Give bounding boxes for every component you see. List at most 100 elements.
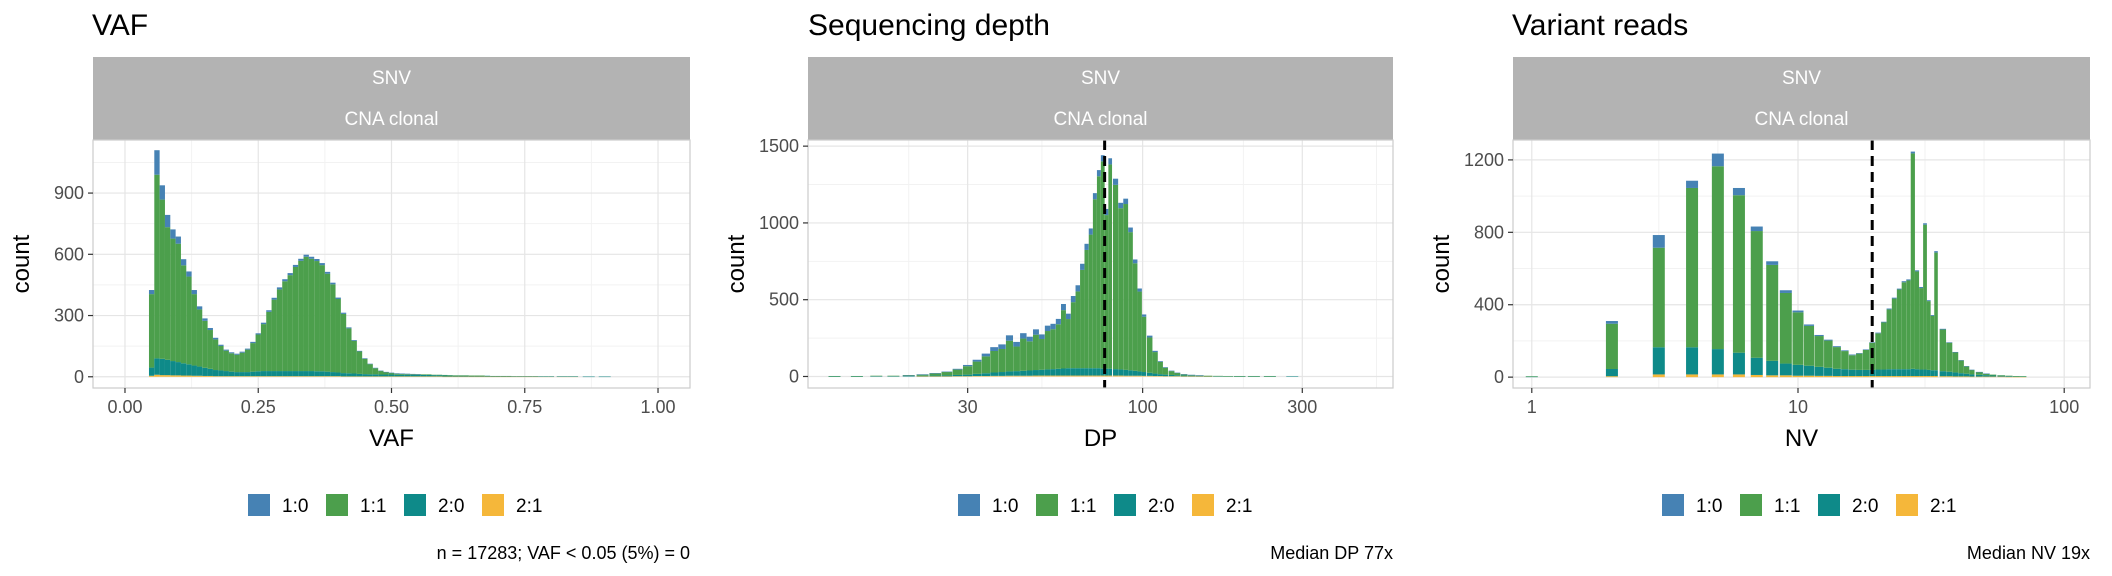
bar-2-0 (952, 374, 963, 377)
chart-panel-2: Variant reads SNV CNA clonal 0 400 800 1200 1 10… (1428, 9, 2091, 563)
legend-swatch-2-0 (404, 494, 426, 516)
x-tick-label: 30 (958, 397, 978, 417)
bar-2-0 (239, 372, 245, 377)
bar-2-1 (1901, 376, 1907, 378)
bar-2-1 (202, 375, 208, 377)
bar-1-1 (431, 374, 437, 376)
bar-2-1 (234, 376, 240, 377)
bar-2-0 (324, 371, 331, 377)
bar-2-1 (175, 375, 181, 377)
bar-1-1 (394, 373, 400, 375)
bar-1-0 (282, 279, 288, 282)
bar-1-1 (308, 258, 315, 372)
bar-2-1 (1044, 375, 1051, 377)
bar-2-0 (474, 375, 480, 377)
bar-2-0 (1061, 368, 1066, 376)
bar-2-0 (1983, 375, 1990, 377)
bar-2-0 (828, 376, 841, 377)
legend-swatch-1-1 (326, 494, 348, 516)
bar-2-1 (191, 375, 197, 377)
bar-2-1 (1930, 376, 1935, 378)
bar-2-1 (1832, 376, 1841, 378)
bar-2-0 (1174, 375, 1181, 377)
bar-1-1 (1075, 291, 1081, 369)
bar-2-1 (420, 376, 427, 377)
bar-2-0 (260, 371, 267, 377)
bar-1-1 (1891, 298, 1897, 370)
bar-2-1 (1084, 375, 1089, 377)
bar-1-1 (148, 294, 155, 368)
bar-1-0 (234, 353, 240, 355)
chart-title: Variant reads (1512, 9, 1688, 42)
bar-1-1 (1128, 232, 1133, 371)
bar-1-0 (1915, 270, 1920, 272)
bar-1-0 (1946, 342, 1953, 343)
bar-2-1 (1141, 375, 1147, 377)
bar-2-0 (148, 367, 155, 376)
bar-2-1 (383, 376, 389, 377)
bar-1-0 (319, 263, 325, 266)
legend-label: 1:1 (1070, 496, 1096, 517)
x-tick-label: 1 (1527, 397, 1537, 417)
bar-1-1 (1123, 204, 1129, 370)
bar-2-0 (1964, 373, 1970, 377)
bar-2-1 (170, 375, 176, 377)
bar-1-1 (1934, 252, 1938, 371)
bar-2-1 (1964, 376, 1970, 378)
bar-2-0 (191, 365, 197, 376)
bar-1-1 (1061, 310, 1066, 369)
bar-1-0 (255, 333, 261, 335)
bar-2-1 (1100, 375, 1105, 377)
bar-1-0 (356, 350, 363, 352)
bar-1-0 (175, 236, 181, 244)
bar-2-1 (1096, 375, 1101, 377)
bar-1-0 (362, 358, 368, 359)
bar-1-1 (212, 339, 219, 371)
bar-2-0 (567, 376, 579, 377)
bar-1-1 (1832, 347, 1841, 369)
bar-2-0 (442, 375, 448, 377)
bar-1-1 (346, 328, 352, 374)
bar-2-0 (468, 375, 475, 377)
bar-2-1 (1848, 376, 1856, 378)
facet-strip-label: SNV (1782, 68, 1821, 89)
bar-2-1 (929, 376, 942, 377)
bar-2-1 (1162, 376, 1168, 377)
bar-1-1 (998, 348, 1006, 373)
bar-1-1 (1005, 340, 1014, 372)
bar-2-0 (484, 375, 491, 377)
y-axis-title: count (723, 234, 750, 293)
bar-2-0 (1652, 347, 1665, 375)
bar-2-1 (1939, 376, 1947, 378)
bar-2-1 (356, 376, 363, 377)
bar-1-0 (1141, 314, 1147, 317)
bar-1-1 (1157, 361, 1163, 375)
bar-2-1 (148, 375, 155, 377)
bar-1-1 (1088, 234, 1093, 369)
bar-1-0 (1750, 226, 1763, 232)
bar-1-1 (1732, 195, 1745, 353)
bar-1-1 (362, 358, 368, 375)
bar-1-0 (1686, 180, 1699, 188)
bar-1-0 (1792, 310, 1804, 313)
bar-1-0 (1975, 371, 1983, 373)
bar-2-1 (212, 376, 219, 377)
bar-2-0 (202, 367, 208, 376)
bar-1-1 (1141, 316, 1147, 373)
bar-2-1 (1088, 375, 1093, 377)
bar-2-0 (1104, 368, 1109, 376)
bar-2-0 (404, 374, 411, 377)
bar-1-1 (1525, 376, 1538, 377)
bar-2-1 (1814, 375, 1824, 378)
bar-2-0 (506, 375, 512, 377)
bar-2-1 (1862, 376, 1870, 378)
bar-1-1 (276, 289, 283, 372)
y-tick-label: 1000 (759, 213, 799, 233)
bar-2-1 (314, 376, 320, 377)
bar-1-1 (292, 266, 299, 372)
bar-1-1 (828, 376, 841, 377)
bar-1-1 (282, 281, 288, 372)
bar-1-0 (1013, 341, 1020, 347)
bar-2-0 (196, 366, 203, 376)
bar-1-0 (981, 353, 991, 357)
